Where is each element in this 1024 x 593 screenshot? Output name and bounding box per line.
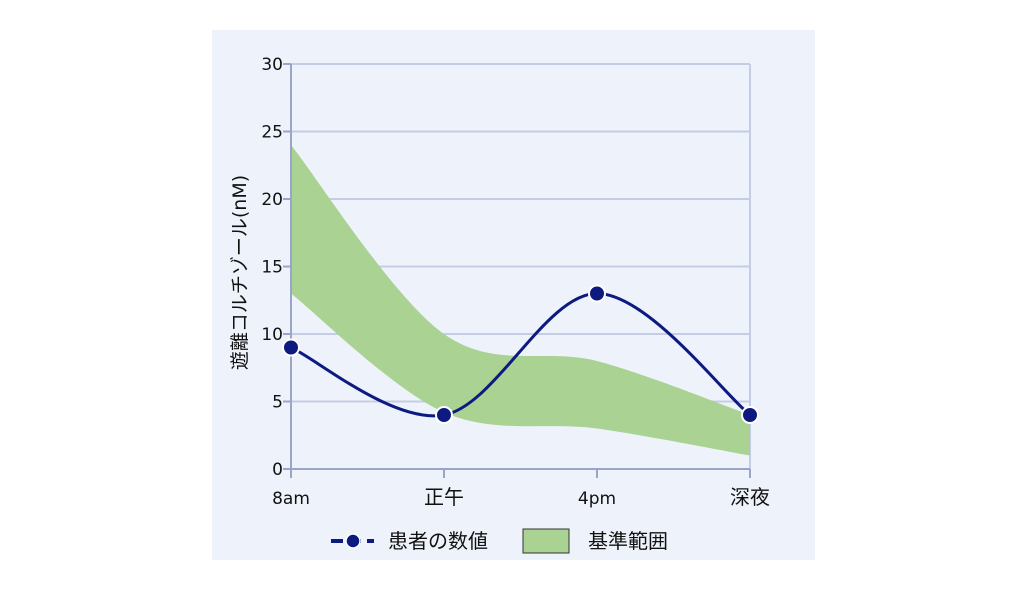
x-tick-label-1: 正午 xyxy=(424,485,464,509)
y-tick-label-0: 0 xyxy=(272,460,283,480)
y-axis-title: 遊離コルチゾール(nM) xyxy=(229,175,251,370)
y-tick-label-5: 5 xyxy=(272,393,283,413)
patient-line xyxy=(290,291,751,418)
y-tick-label-15: 15 xyxy=(261,258,283,278)
legend-patient-marker xyxy=(345,533,361,549)
x-tick-label-0: 8am xyxy=(272,489,310,509)
legend-patient-label: 患者の数値 xyxy=(388,529,488,553)
patient-point-2 xyxy=(588,284,606,303)
reference-range-band-layer xyxy=(291,145,750,456)
axes xyxy=(283,63,751,478)
y-tick-label-25: 25 xyxy=(261,123,283,143)
patient-point-0 xyxy=(282,338,300,357)
y-tick-label-20: 20 xyxy=(261,190,283,210)
y-tick-label-10: 10 xyxy=(261,325,283,345)
y-tick-label-30: 30 xyxy=(261,55,283,75)
patient-line-layer xyxy=(282,284,759,424)
x-tick-label-3: 深夜 xyxy=(730,485,770,509)
reference-range-band xyxy=(291,145,750,456)
legend-reference-range-swatch xyxy=(522,528,570,554)
patient-point-1 xyxy=(435,406,453,424)
legend: 患者の数値 基準範囲 xyxy=(331,528,668,554)
legend-reference-range-label: 基準範囲 xyxy=(588,529,668,553)
x-tick-label-2: 4pm xyxy=(578,489,616,509)
tick-labels: 0 5 10 15 20 25 30 8am 正午 4pm 深夜 xyxy=(261,55,770,509)
patient-point-3 xyxy=(741,406,759,424)
